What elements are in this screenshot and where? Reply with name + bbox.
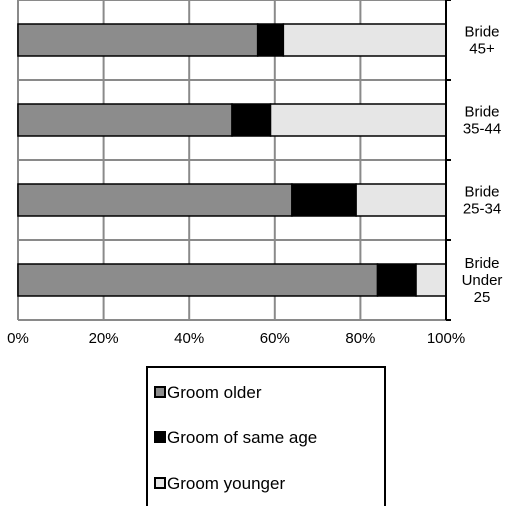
legend-swatch <box>154 431 166 443</box>
category-label: Bride 45+ <box>464 24 499 58</box>
legend-swatch <box>154 386 166 398</box>
bar-segment <box>282 23 447 57</box>
category-label: Bride 35-44 <box>463 104 501 138</box>
x-tick-label: 100% <box>427 330 465 347</box>
bar-segment <box>17 263 379 297</box>
legend-box <box>146 366 386 506</box>
legend-label: Groom of same age <box>167 428 317 447</box>
bar-segment <box>256 23 285 57</box>
legend-label: Groom older <box>167 383 262 402</box>
bar-segment <box>415 263 447 297</box>
bar-segment <box>269 103 447 137</box>
x-tick-label: 40% <box>174 330 204 347</box>
bar-segment <box>17 183 293 217</box>
category-label: Bride 25-34 <box>463 184 501 218</box>
x-tick-label: 0% <box>7 330 29 347</box>
bar-segment <box>17 103 233 137</box>
x-tick-label: 20% <box>89 330 119 347</box>
bar-segment <box>291 183 357 217</box>
legend: Groom older Groom of same age Groom younge… <box>146 366 386 506</box>
bars <box>17 23 447 297</box>
category-label: Bride Under 25 <box>462 255 503 306</box>
legend-swatch <box>154 477 166 489</box>
bar-segment <box>355 183 447 217</box>
bar-segment <box>231 103 272 137</box>
legend-label: Groom younger <box>167 474 285 493</box>
category-labels: Bride 45+ Bride 35-44 Bride 25-34 Bride Under 25 <box>462 24 503 307</box>
bar-segment <box>17 23 259 57</box>
x-tick-label: 80% <box>345 330 375 347</box>
x-tick-label: 60% <box>260 330 290 347</box>
bar-segment <box>376 263 417 297</box>
x-tick-labels: 0% 20% 40% 60% 80% 100% <box>7 330 465 347</box>
axes <box>445 0 451 321</box>
